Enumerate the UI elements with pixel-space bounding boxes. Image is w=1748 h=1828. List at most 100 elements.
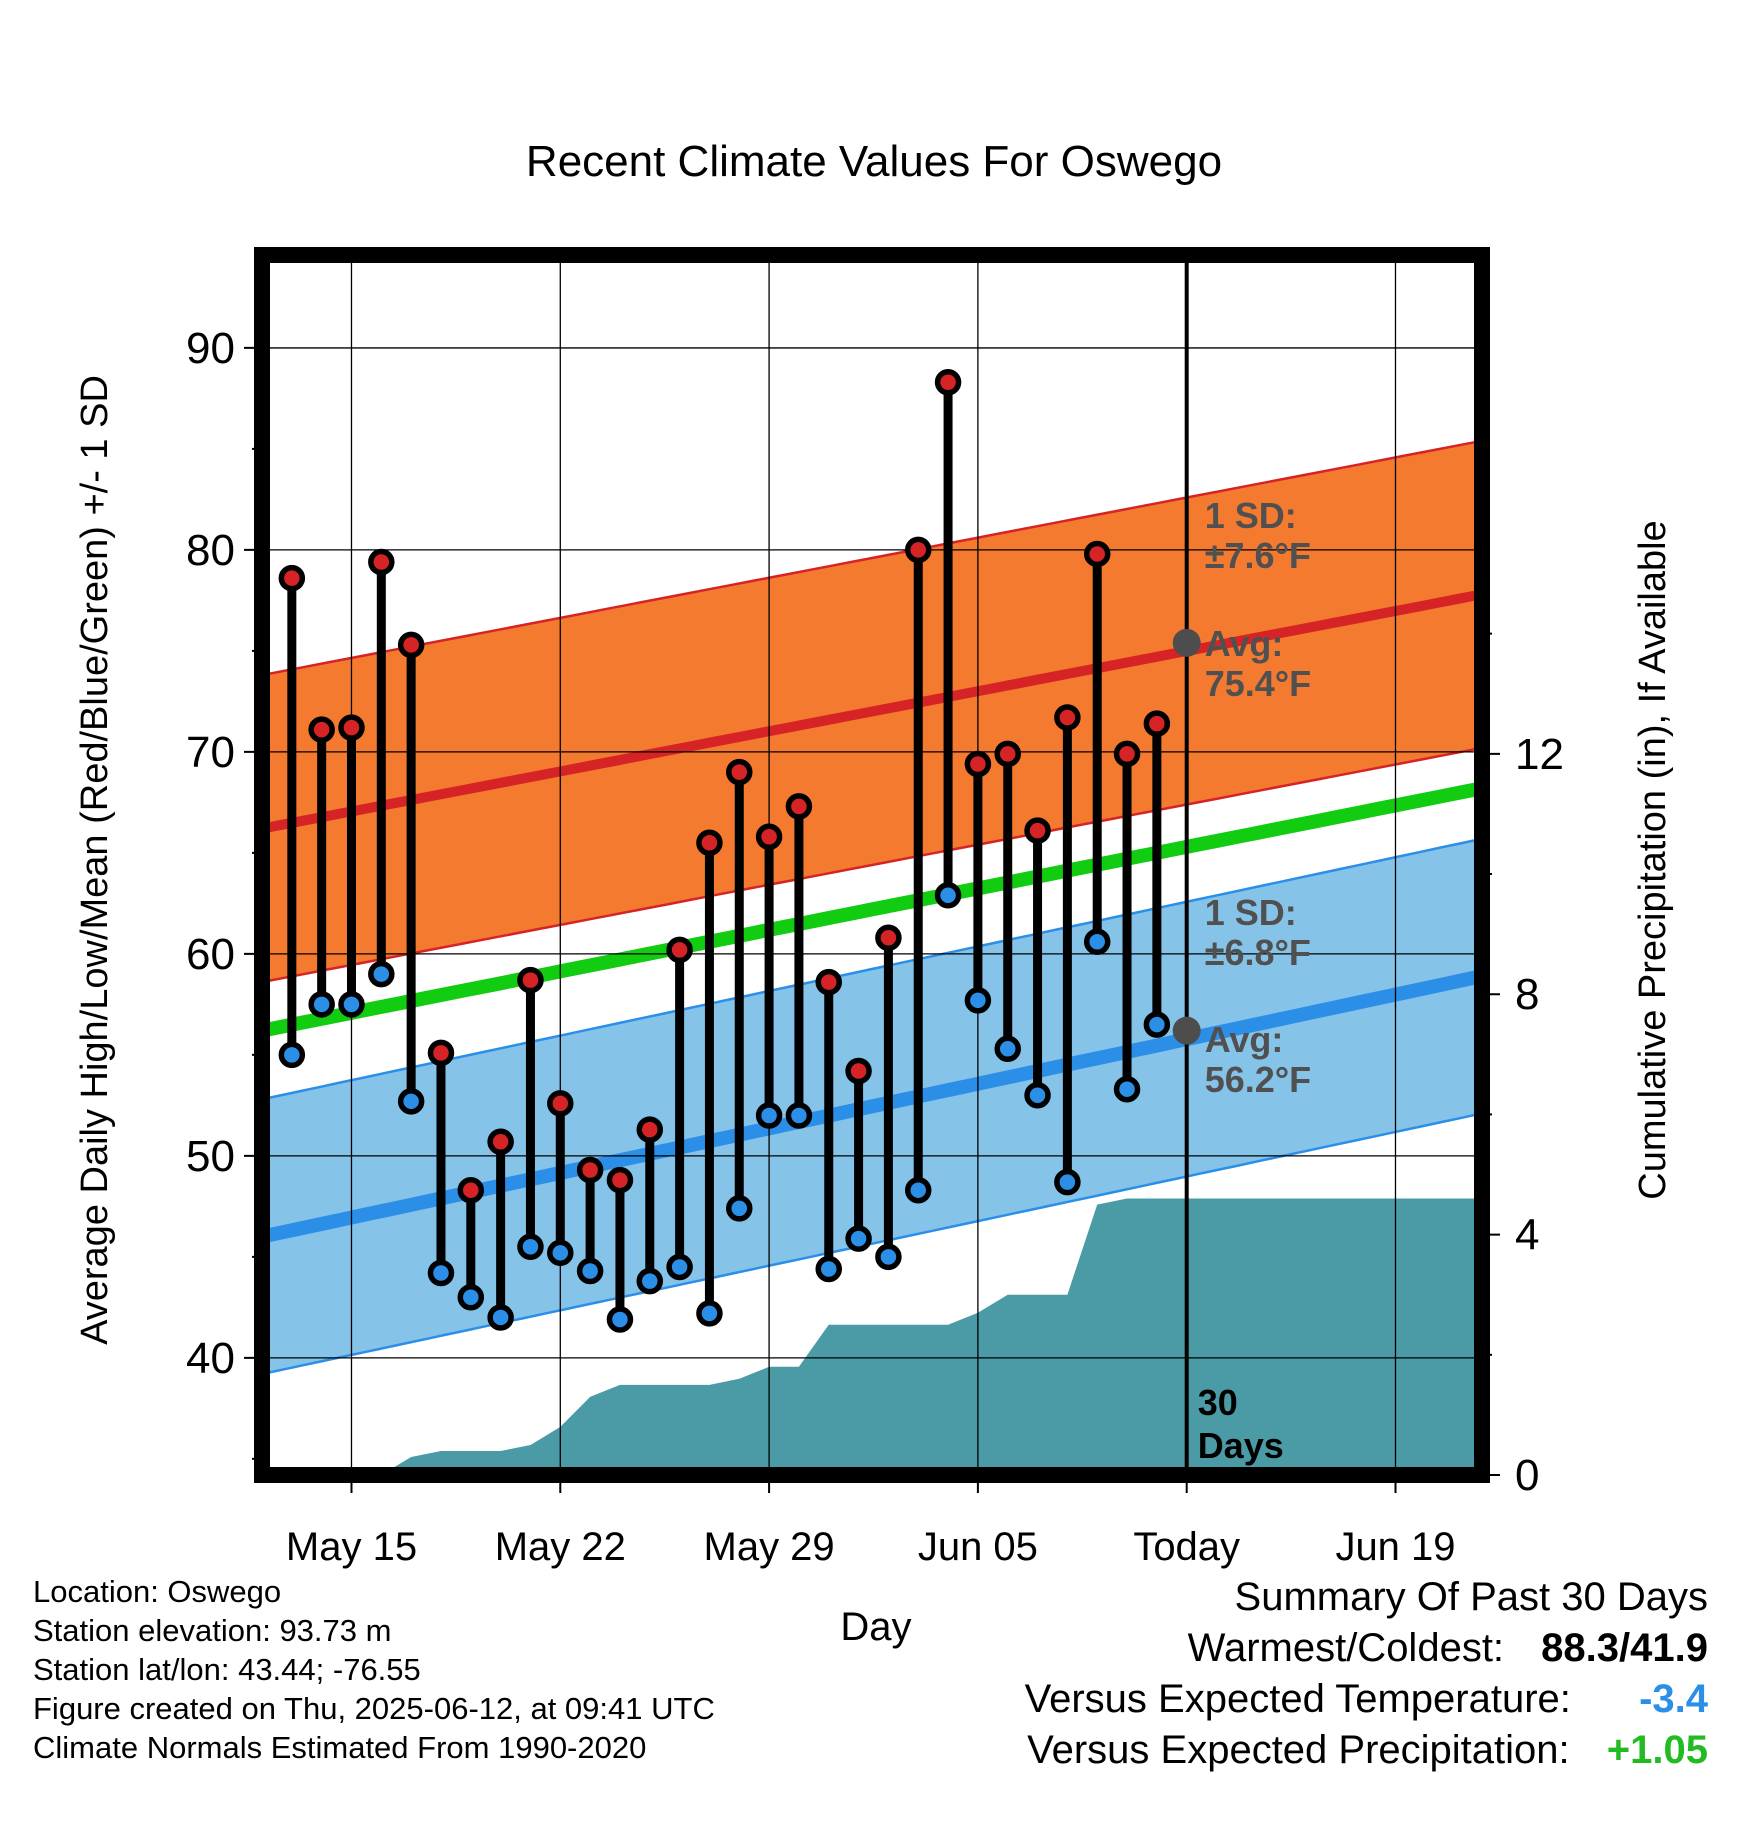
low-sd-label-line: ±6.8°F (1205, 932, 1311, 973)
axes: 40 50 60 70 80 90 0 4 8 12 May 15 May 22 May 29 Jun 0… (186, 247, 1564, 1569)
low-temp-point (397, 1088, 425, 1115)
low-temp-point (547, 1239, 574, 1267)
low-temp-point (934, 882, 962, 909)
chart-title: Recent Climate Values For Oswego (526, 137, 1222, 186)
high-temp-point (338, 714, 365, 741)
high-temp-point (606, 1166, 634, 1194)
low-avg-label-line: 56.2°F (1205, 1059, 1311, 1100)
high-temp-point (755, 823, 783, 850)
x-tick-label: Today (1133, 1525, 1240, 1569)
high-avg-label-line: Avg: (1205, 623, 1284, 664)
high-temp-point (1143, 710, 1171, 737)
low-temp-point (964, 987, 992, 1014)
high-band-lower-edge (262, 746, 1482, 984)
low-temp-point (845, 1225, 872, 1252)
high-temp-point (1113, 740, 1141, 768)
high-temp-point (696, 829, 723, 857)
x-axis-label: Day (840, 1605, 911, 1649)
location-text: Location: Oswego (33, 1574, 282, 1609)
precip-area (262, 1198, 1482, 1475)
low-temp-point (994, 1035, 1021, 1063)
low-temp-point (904, 1176, 932, 1204)
high-temp-point (1083, 540, 1111, 568)
created-text: Figure created on Thu, 2025-06-12, at 09… (33, 1691, 715, 1726)
low-temp-point (517, 1233, 544, 1261)
summary-panel: Summary Of Past 30 Days Warmest/Coldest:… (1025, 1572, 1708, 1776)
low-temp-point (1024, 1082, 1051, 1109)
low-temp-point (1054, 1168, 1081, 1196)
low-temp-point (368, 960, 395, 988)
high-temp-point (457, 1176, 485, 1204)
y2-tick-label: 8 (1515, 970, 1539, 1019)
low-avg-marker (1172, 1016, 1201, 1045)
warm-cold-label: Warmest/Coldest: (1187, 1626, 1505, 1670)
high-temp-point (1054, 704, 1081, 731)
x-tick-label: May 15 (286, 1525, 417, 1569)
high-temp-point (666, 936, 693, 964)
high-temp-point (487, 1128, 514, 1155)
low-temp-point (308, 991, 335, 1018)
precip-departure-label: Versus Expected Precipitation: (1027, 1728, 1570, 1772)
y-tick-label: 40 (186, 1334, 235, 1383)
high-temp-point (726, 758, 753, 786)
latlon-text: Station lat/lon: 43.44; -76.55 (33, 1652, 421, 1687)
high-temp-point (308, 716, 335, 743)
low-temp-point (1143, 1011, 1171, 1038)
high-temp-point (994, 740, 1021, 768)
high-temp-point (278, 564, 306, 592)
low-band-lower-edge (262, 1112, 1482, 1376)
low-temp-point (427, 1259, 455, 1287)
precip-departure-value: +1.05 (1606, 1728, 1708, 1772)
low-temp-point (1113, 1075, 1141, 1103)
high-temp-point (845, 1057, 872, 1085)
high-temp-point (427, 1039, 455, 1067)
x-tick-label: Jun 19 (1335, 1525, 1455, 1569)
y-tick-label: 70 (186, 728, 235, 777)
normal-mean-line (262, 781, 1482, 1038)
low-temp-point (338, 991, 365, 1018)
low-temp-point (755, 1102, 783, 1129)
y-tick-label: 60 (186, 930, 235, 979)
plot-clipped-group (262, 255, 1482, 1475)
high-sd-label-line: 1 SD: (1205, 495, 1297, 536)
station-info: Location: Oswego Station elevation: 93.7… (33, 1572, 715, 1767)
elevation-text: Station elevation: 93.73 m (33, 1613, 392, 1648)
low-temp-point (576, 1257, 604, 1285)
y2-tick-label: 4 (1515, 1211, 1539, 1260)
high-temp-point (636, 1116, 664, 1143)
high-temp-point (934, 369, 962, 396)
y2-tick-label: 0 (1515, 1451, 1539, 1500)
low-avg-label-line: Avg: (1205, 1019, 1284, 1060)
low-band-upper-edge (262, 837, 1482, 1101)
low-temp-point (785, 1102, 813, 1129)
normals-text: Climate Normals Estimated From 1990-2020 (33, 1730, 647, 1765)
high-avg-marker (1172, 628, 1201, 657)
low-temp-point (696, 1300, 723, 1327)
x-tick-label: Jun 05 (918, 1525, 1038, 1569)
x-tick-label: May 29 (704, 1525, 835, 1569)
days-window-label: Days (1198, 1425, 1284, 1466)
y-tick-label: 50 (186, 1132, 235, 1181)
low-sd-label-line: 1 SD: (1205, 892, 1297, 933)
y2-axis-label: Cumulative Precipitation (in), If Availa… (1632, 520, 1674, 1199)
y2-tick-label: 12 (1515, 730, 1564, 779)
temp-departure-value: -3.4 (1639, 1677, 1708, 1721)
low-temp-point (666, 1253, 693, 1281)
summary-title: Summary Of Past 30 Days (1234, 1575, 1708, 1619)
y-tick-label: 80 (186, 526, 235, 575)
low-temp-point (606, 1306, 634, 1333)
high-avg-label-line: 75.4°F (1205, 663, 1311, 704)
high-temp-point (517, 966, 544, 994)
low-temp-point (815, 1255, 842, 1283)
high-temp-point (964, 750, 992, 778)
y-axis-label: Average Daily High/Low/Mean (Red/Blue/Gr… (74, 375, 116, 1345)
high-temp-point (875, 924, 902, 951)
warm-cold-value: 88.3/41.9 (1541, 1626, 1708, 1670)
high-temp-point (815, 968, 842, 996)
high-temp-point (904, 536, 932, 564)
temp-departure-label: Versus Expected Temperature: (1024, 1677, 1571, 1721)
low-temp-point (726, 1195, 753, 1222)
high-temp-point (368, 548, 395, 576)
low-temp-point (875, 1243, 902, 1271)
